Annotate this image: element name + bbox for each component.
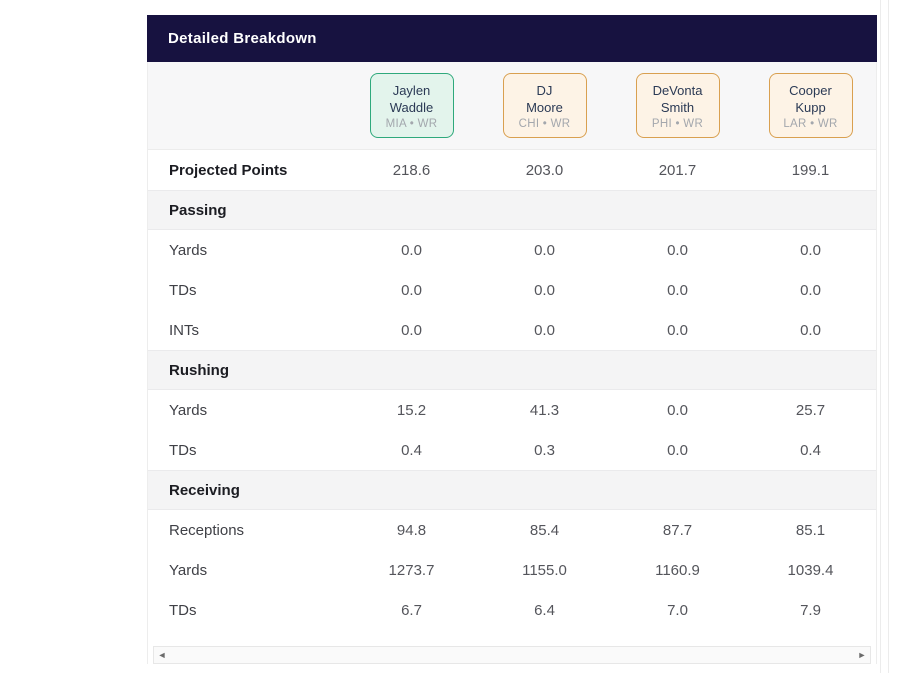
section-row-passing: Passing	[148, 190, 876, 230]
player-first-name: Cooper	[789, 82, 832, 98]
row-label: INTs	[169, 321, 199, 339]
player-last-name: Kupp	[795, 100, 826, 115]
stat-value: 0.0	[800, 321, 821, 339]
stat-value: 1155.0	[522, 561, 567, 579]
table-row-receptions: Receptions 94.8 85.4 87.7 85.1	[148, 510, 876, 550]
stat-value: 0.0	[667, 401, 688, 419]
stat-value: 0.3	[534, 441, 555, 459]
stat-value: 1039.4	[787, 561, 834, 579]
stat-value: 15.2	[396, 401, 427, 419]
section-label: Receiving	[169, 481, 240, 499]
player-card-dj-moore[interactable]: DJ Moore CHI • WR	[502, 72, 587, 139]
scroll-left-icon[interactable]: ◄	[157, 650, 167, 660]
stat-value: 0.0	[667, 441, 688, 459]
row-label: Projected Points	[169, 161, 288, 179]
stat-value: 0.0	[534, 241, 555, 259]
stat-value: 25.7	[795, 401, 826, 419]
table-row-rushing-yards: Yards 15.2 41.3 0.0 25.7	[148, 390, 876, 430]
stat-value: 0.0	[401, 321, 422, 339]
stat-value: 201.7	[658, 161, 697, 179]
table-row-receiving-tds: TDs 6.7 6.4 7.0 7.9	[148, 590, 876, 630]
stat-value: 0.4	[800, 441, 821, 459]
stat-value: 1273.7	[388, 561, 435, 579]
player-first-name: DeVonta	[652, 82, 703, 98]
section-row-receiving: Receiving	[148, 470, 876, 510]
player-first-name: DJ	[536, 82, 553, 98]
player-name: DJ Moore	[508, 82, 582, 116]
scroll-right-icon[interactable]: ►	[857, 650, 867, 660]
table-row-projected-points: Projected Points 218.6 203.0 201.7 199.1	[148, 150, 876, 190]
player-last-name: Smith	[660, 100, 695, 115]
player-team: CHI • WR	[518, 118, 571, 131]
player-last-name: Waddle	[389, 100, 434, 115]
stat-value: 218.6	[392, 161, 431, 179]
stat-value: 0.0	[667, 321, 688, 339]
stat-value: 6.7	[401, 601, 422, 619]
row-label: TDs	[169, 281, 197, 299]
row-label: TDs	[169, 441, 197, 459]
player-card-jaylen-waddle[interactable]: Jaylen Waddle MIA • WR	[369, 72, 454, 139]
stat-value: 0.0	[667, 241, 688, 259]
stat-value: 199.1	[791, 161, 830, 179]
stat-value: 7.0	[667, 601, 688, 619]
table-row-passing-tds: TDs 0.0 0.0 0.0 0.0	[148, 270, 876, 310]
row-label: TDs	[169, 601, 197, 619]
panel-body: Jaylen Waddle MIA • WR DJ Moore CHI • WR…	[147, 62, 877, 664]
row-label: Yards	[169, 401, 208, 419]
player-team: PHI • WR	[651, 118, 704, 131]
stat-value: 0.0	[401, 241, 422, 259]
stat-value: 87.7	[662, 521, 693, 539]
horizontal-scrollbar[interactable]: ◄ ►	[153, 646, 871, 664]
stat-value: 0.0	[534, 321, 555, 339]
table-row-receiving-yards: Yards 1273.7 1155.0 1160.9 1039.4	[148, 550, 876, 590]
stat-value: 41.3	[529, 401, 560, 419]
player-team: LAR • WR	[783, 118, 838, 131]
player-name: DeVonta Smith	[641, 82, 715, 116]
stat-value: 7.9	[800, 601, 821, 619]
stat-value: 94.8	[396, 521, 427, 539]
section-label: Passing	[169, 201, 227, 219]
stat-value: 0.4	[401, 441, 422, 459]
stat-value: 203.0	[525, 161, 564, 179]
player-name: Cooper Kupp	[774, 82, 848, 116]
stat-value: 0.0	[800, 241, 821, 259]
stat-value: 85.1	[795, 521, 826, 539]
stat-value: 0.0	[800, 281, 821, 299]
stat-value: 0.0	[401, 281, 422, 299]
row-label: Yards	[169, 561, 208, 579]
player-card-cooper-kupp[interactable]: Cooper Kupp LAR • WR	[768, 72, 853, 139]
table-row-passing-ints: INTs 0.0 0.0 0.0 0.0	[148, 310, 876, 350]
table-row-passing-yards: Yards 0.0 0.0 0.0 0.0	[148, 230, 876, 270]
player-team: MIA • WR	[385, 118, 438, 131]
vertical-scrollbar-track[interactable]	[880, 0, 889, 673]
section-label: Rushing	[169, 361, 229, 379]
table-row-rushing-tds: TDs 0.4 0.3 0.0 0.4	[148, 430, 876, 470]
stat-value: 85.4	[529, 521, 560, 539]
scrollbar-track[interactable]	[170, 647, 854, 663]
detailed-breakdown-panel: Detailed Breakdown Jaylen Waddle MIA • W…	[147, 15, 877, 664]
stat-value: 6.4	[534, 601, 555, 619]
player-card-header-row: Jaylen Waddle MIA • WR DJ Moore CHI • WR…	[148, 62, 876, 150]
stat-value: 1160.9	[655, 561, 700, 579]
panel-header: Detailed Breakdown	[147, 15, 877, 62]
player-name: Jaylen Waddle	[375, 82, 449, 116]
player-card-devonta-smith[interactable]: DeVonta Smith PHI • WR	[635, 72, 720, 139]
stat-value: 0.0	[667, 281, 688, 299]
scroll-gap	[148, 630, 876, 646]
row-label: Receptions	[169, 521, 245, 539]
panel-title: Detailed Breakdown	[168, 30, 317, 47]
row-label: Yards	[169, 241, 208, 259]
stat-value: 0.0	[534, 281, 555, 299]
section-row-rushing: Rushing	[148, 350, 876, 390]
player-first-name: Jaylen	[392, 82, 431, 98]
player-last-name: Moore	[526, 100, 563, 115]
